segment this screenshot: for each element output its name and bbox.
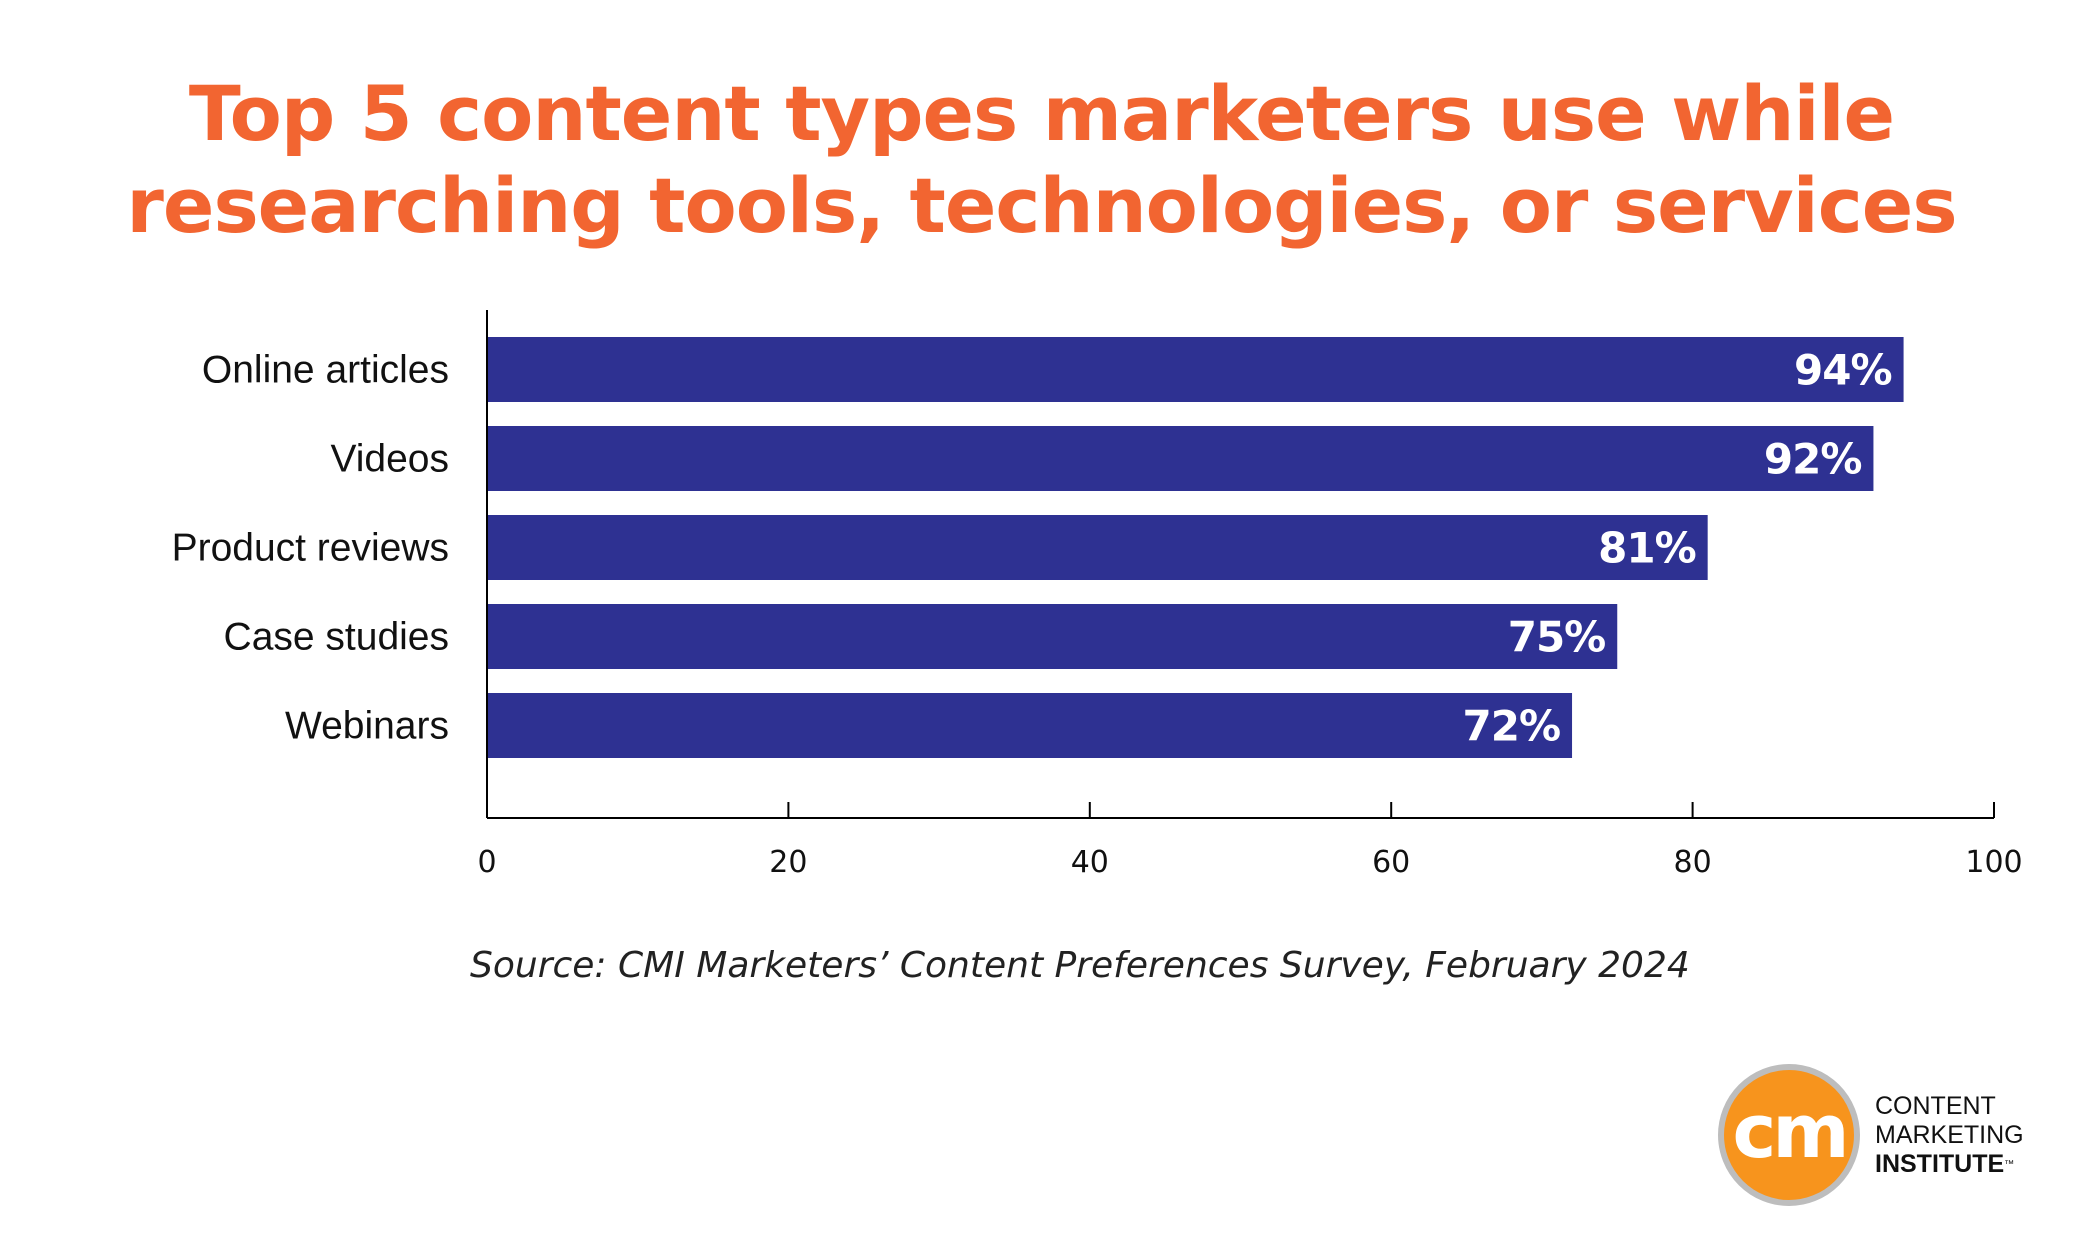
logo-trademark: ™ [2004,1159,2015,1170]
data-label-case-studies: 75% [1508,613,1606,662]
category-label-case-studies: Case studies [224,616,449,659]
category-label-videos: Videos [330,438,449,481]
chart-title-line-2: researching tools, technologies, or serv… [126,161,1957,250]
cmi-logo: cm CONTENT MARKETING INSTITUTE™ [1718,1064,2024,1214]
category-label-online-articles: Online articles [202,349,449,392]
data-label-videos: 92% [1764,435,1862,484]
x-tick-label-60: 60 [1372,845,1410,880]
bar-videos [487,426,1874,491]
cmi-logo-mark: cm [1718,1064,1860,1206]
data-label-online-articles: 94% [1794,346,1892,395]
bars-layer: 94% 92% 81% 75% 72% [487,337,1904,758]
data-label-product-reviews: 81% [1598,524,1696,573]
x-tick-label-40: 40 [1071,845,1109,880]
bar-case-studies [487,604,1618,669]
x-tick-label-80: 80 [1674,845,1712,880]
category-label-product-reviews: Product reviews [172,527,449,570]
chart-title-line-1: Top 5 content types marketers use while [188,69,1895,158]
bar-online-articles [487,337,1904,402]
cmi-logo-mark-text: cm [1732,1089,1850,1175]
chart-title: Top 5 content types marketers use while … [0,68,2083,252]
data-label-webinars: 72% [1463,702,1561,751]
category-label-webinars: Webinars [285,705,449,748]
logo-line-content: CONTENT [1875,1092,1996,1120]
x-tick-label-20: 20 [769,845,807,880]
bar-product-reviews [487,515,1708,580]
source-note: Source: CMI Marketers’ Content Preferenc… [470,945,1690,986]
logo-line-institute: INSTITUTE™ [1875,1150,2024,1179]
bar-webinars [487,693,1573,758]
x-tick-label-0: 0 [477,845,496,880]
logo-institute-text: INSTITUTE [1875,1150,2005,1178]
logo-line-marketing: MARKETING [1875,1121,2024,1149]
cmi-logo-wordmark: CONTENT MARKETING INSTITUTE™ [1875,1092,2024,1179]
axis-layer: Online articles Videos Product reviews Case… [172,310,2023,880]
x-tick-label-100: 100 [1965,845,2022,880]
